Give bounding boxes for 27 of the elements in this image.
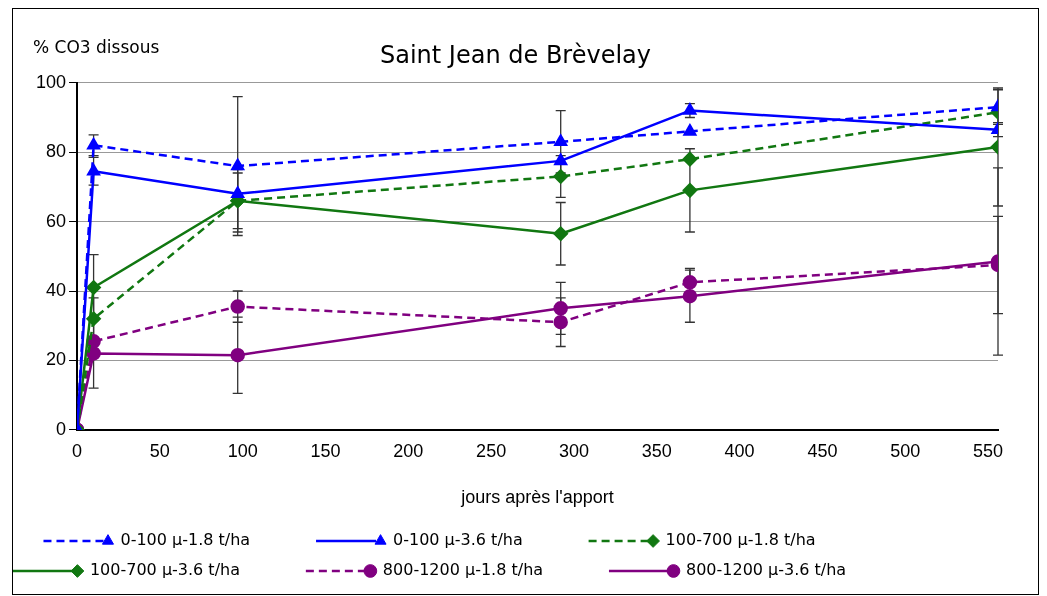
- x-tick-label: 500: [890, 440, 921, 461]
- x-tick-label: 200: [393, 440, 424, 461]
- legend-label: 0-100 µ-1.8 t/ha: [120, 530, 363, 550]
- x-tick-label: 100: [227, 440, 258, 461]
- legend-label: 800-1200 µ-3.6 t/ha: [685, 560, 959, 580]
- x-tick-label: 400: [724, 440, 755, 461]
- x-tick-label: 450: [807, 440, 838, 461]
- x-tick-label: 0: [72, 440, 83, 461]
- x-axis-title: jours après l'apport: [460, 487, 614, 508]
- y-tick-label: 60: [46, 210, 67, 231]
- y-tick-label: 40: [46, 279, 67, 300]
- x-tick-label: 550: [973, 440, 1004, 461]
- legend-label: 100-700 µ-3.6 t/ha: [89, 560, 352, 580]
- x-tick-label: 250: [476, 440, 507, 461]
- y-axis-title: % CO3 dissous: [33, 37, 160, 57]
- x-tick-label: 300: [558, 440, 589, 461]
- legend-label: 100-700 µ-1.8 t/ha: [665, 530, 928, 550]
- y-tick-label: 100: [35, 71, 67, 92]
- x-tick-label: 50: [149, 440, 170, 461]
- legend-label: 800-1200 µ-1.8 t/ha: [382, 560, 655, 580]
- y-tick-label: 80: [46, 141, 67, 162]
- x-tick-label: 150: [310, 440, 341, 461]
- x-tick-label: 350: [641, 440, 672, 461]
- legend-label: 0-100 µ-3.6 t/ha: [393, 530, 635, 550]
- y-tick-label: 0: [56, 418, 67, 439]
- y-tick-label: 20: [46, 349, 67, 370]
- chart-title: Saint Jean de Brèvelay: [380, 40, 651, 69]
